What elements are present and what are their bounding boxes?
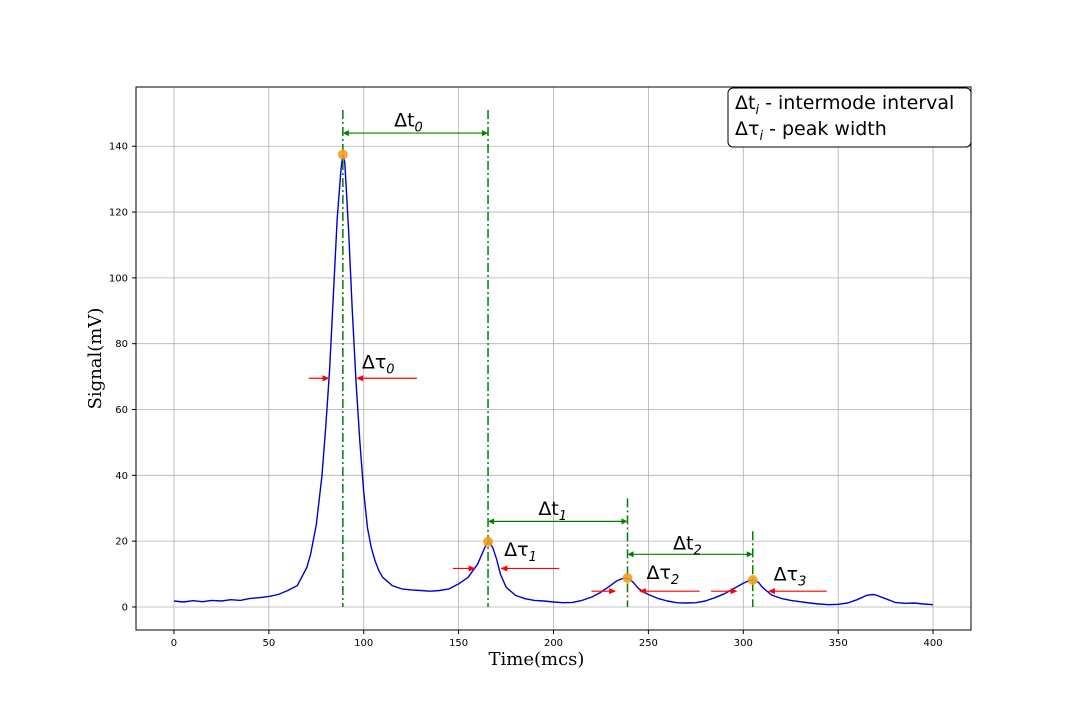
x-axis-label: Time(mcs): [489, 649, 585, 670]
width-arrow-left: [609, 588, 617, 595]
interval-markers: Δt0 Δt1 Δt2: [342, 109, 754, 607]
interval-arrow-right: [746, 551, 753, 558]
width-arrow-left: [730, 588, 738, 595]
legend-entry: Δτi - peak width: [735, 118, 887, 144]
y-tick-label: 0: [122, 602, 128, 613]
peak-point: [622, 573, 633, 584]
grid: [136, 87, 971, 630]
width-arrow-left: [468, 565, 476, 572]
legend-box: [727, 87, 972, 148]
peak-markers: [337, 149, 758, 585]
x-tick-label: 250: [639, 638, 658, 649]
signal-series: [173, 153, 934, 606]
interval-arrow-left: [488, 518, 495, 525]
width-arrow-right: [356, 375, 364, 382]
x-tick-label: 0: [171, 638, 177, 649]
width-label: Δτ1: [504, 539, 537, 565]
interval-label: Δt2: [673, 532, 702, 558]
legend-entry: Δti - intermode interval: [735, 92, 954, 118]
peak-point: [747, 574, 758, 585]
peak-point: [337, 149, 348, 160]
width-arrow-left: [322, 375, 330, 382]
x-tick-label: 200: [544, 638, 563, 649]
width-markers: Δτ0 Δτ1 Δτ2 Δτ3: [308, 351, 827, 595]
y-tick-label: 120: [109, 208, 128, 219]
y-axis-label: Signal(mV): [85, 308, 106, 410]
interval-label: Δt1: [538, 498, 567, 524]
x-axis-ticks: 0 50 100 150 200 250 300 350 400: [171, 630, 943, 649]
x-tick-label: 50: [262, 638, 275, 649]
width-arrow-right: [767, 588, 775, 595]
signal-line: [173, 153, 934, 606]
y-tick-label: 20: [115, 537, 128, 548]
x-tick-label: 300: [734, 638, 753, 649]
interval-arrow-right: [621, 518, 628, 525]
x-tick-label: 400: [923, 638, 942, 649]
y-tick-label: 100: [109, 273, 128, 284]
plot-frame: [135, 86, 972, 631]
width-label: Δτ0: [362, 351, 395, 377]
interval-label: Δt0: [394, 109, 423, 135]
x-tick-label: 100: [354, 638, 373, 649]
y-tick-label: 40: [115, 471, 128, 482]
y-tick-label: 140: [109, 142, 128, 153]
y-axis-ticks: 0 20 40 60 80 100 120 140: [109, 142, 136, 613]
interval-arrow-left: [342, 130, 349, 137]
width-label: Δτ3: [774, 564, 807, 590]
y-tick-label: 60: [115, 405, 128, 416]
x-tick-label: 150: [449, 638, 468, 649]
y-tick-label: 80: [115, 339, 128, 350]
interval-arrow-left: [627, 551, 634, 558]
width-arrow-right: [638, 588, 646, 595]
x-tick-label: 350: [829, 638, 848, 649]
width-arrow-right: [500, 565, 508, 572]
peak-point: [483, 536, 494, 547]
interval-arrow-right: [482, 130, 489, 137]
width-label: Δτ2: [646, 562, 679, 588]
